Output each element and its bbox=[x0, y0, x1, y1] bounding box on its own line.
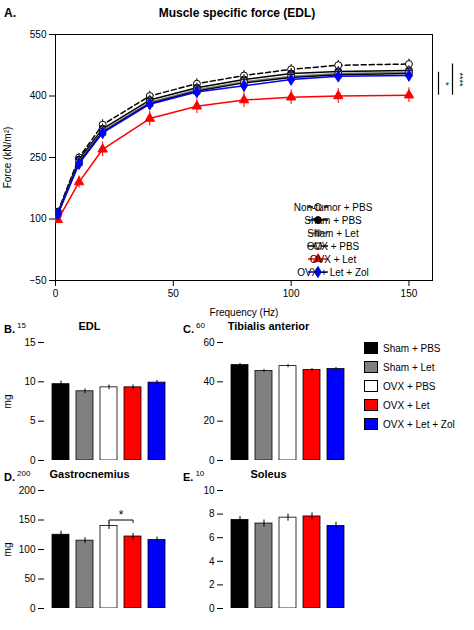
html-text:Gastrocnemius: Gastrocnemius bbox=[49, 468, 130, 480]
svg-text:OVX + Let: OVX + Let bbox=[310, 254, 357, 265]
svg-text:400: 400 bbox=[30, 90, 47, 101]
svg-text:*: * bbox=[441, 82, 451, 86]
svg-text:0: 0 bbox=[53, 288, 59, 299]
svg-text:10: 10 bbox=[24, 376, 36, 387]
svg-text:60: 60 bbox=[203, 337, 215, 348]
svg-text:Sham + Let: Sham + Let bbox=[307, 228, 359, 239]
html-text:OVX + Let + Zol: OVX + Let + Zol bbox=[383, 418, 455, 430]
svg-text:OVX + PBS: OVX + PBS bbox=[307, 241, 360, 252]
svg-text:Frequency (Hz): Frequency (Hz) bbox=[210, 307, 279, 318]
html-text:EDL: EDL bbox=[78, 320, 101, 332]
svg-text:*: * bbox=[119, 508, 124, 522]
html-text:OVX + PBS: OVX + PBS bbox=[383, 380, 436, 392]
svg-text:−50: −50 bbox=[30, 275, 47, 286]
svg-text:8: 8 bbox=[209, 508, 215, 519]
svg-text:550: 550 bbox=[30, 29, 47, 40]
svg-text:150: 150 bbox=[19, 514, 36, 525]
svg-text:Sham + PBS: Sham + PBS bbox=[304, 215, 362, 226]
svg-text:100: 100 bbox=[283, 288, 300, 299]
svg-text:100: 100 bbox=[30, 213, 47, 224]
html-text:C. 60: C. 60 bbox=[183, 321, 205, 335]
svg-text:5: 5 bbox=[30, 415, 36, 426]
svg-text:0: 0 bbox=[30, 603, 36, 614]
svg-text:15: 15 bbox=[24, 337, 36, 348]
html-text:B. 15: B. 15 bbox=[4, 321, 26, 335]
svg-text:Force (kN/m²): Force (kN/m²) bbox=[2, 127, 13, 189]
svg-text:10: 10 bbox=[203, 485, 215, 496]
svg-text:40: 40 bbox=[203, 376, 215, 387]
html-text:A.: A. bbox=[4, 6, 16, 20]
html-text:Sham + PBS: Sham + PBS bbox=[383, 342, 441, 354]
svg-text:100: 100 bbox=[19, 544, 36, 555]
svg-text:2: 2 bbox=[209, 579, 215, 590]
svg-text:0: 0 bbox=[30, 455, 36, 466]
svg-text:250: 250 bbox=[30, 152, 47, 163]
html-text:Sham + Let: Sham + Let bbox=[383, 361, 435, 373]
svg-text:mg: mg bbox=[2, 543, 13, 557]
svg-text:6: 6 bbox=[209, 532, 215, 543]
svg-text:Non-tumor + PBS: Non-tumor + PBS bbox=[294, 202, 373, 213]
html-text:E.10: E.10 bbox=[183, 469, 205, 483]
svg-text:mg: mg bbox=[2, 395, 13, 409]
html-text:Muscle specific force (EDL): Muscle specific force (EDL) bbox=[158, 6, 316, 20]
svg-text:200: 200 bbox=[19, 485, 36, 496]
svg-text:0: 0 bbox=[209, 455, 215, 466]
svg-text:****: **** bbox=[455, 73, 465, 88]
svg-text:OVX + Let + Zol: OVX + Let + Zol bbox=[297, 267, 369, 278]
svg-text:20: 20 bbox=[203, 415, 215, 426]
svg-text:50: 50 bbox=[24, 573, 36, 584]
svg-text:150: 150 bbox=[401, 288, 418, 299]
svg-text:0: 0 bbox=[209, 603, 215, 614]
svg-text:4: 4 bbox=[209, 556, 215, 567]
html-text:Tibialis anterior: Tibialis anterior bbox=[227, 320, 310, 332]
html-text:D. 200: D. 200 bbox=[4, 469, 31, 483]
html-text:Soleus: Soleus bbox=[250, 468, 287, 480]
svg-text:50: 50 bbox=[168, 288, 180, 299]
html-text:OVX + Let: OVX + Let bbox=[383, 399, 430, 411]
